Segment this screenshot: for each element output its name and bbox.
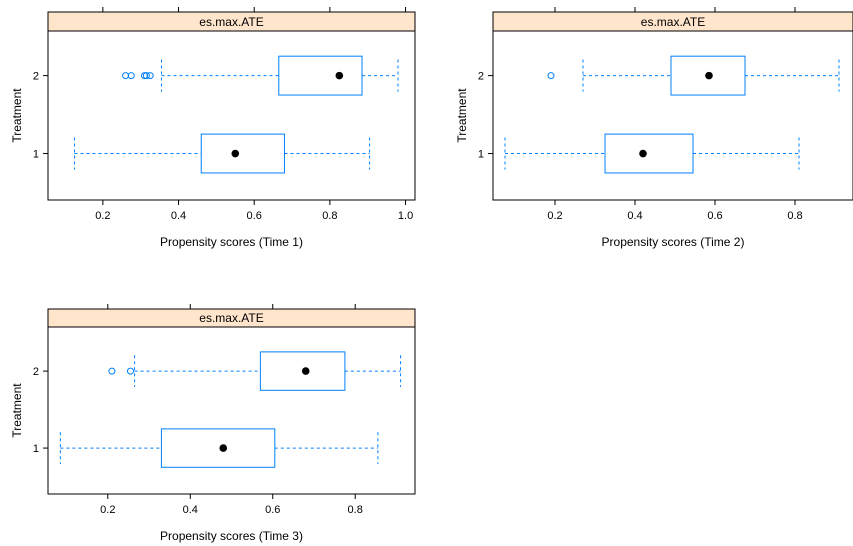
x-axis-title: Propensity scores (Time 1) (160, 235, 303, 249)
median-dot (219, 444, 228, 452)
x-tick-label: 1.0 (398, 210, 413, 222)
outlier-point (126, 367, 134, 375)
x-tick-label: 0.4 (183, 504, 198, 516)
outlier-point (127, 72, 135, 80)
x-tick-label: 0.8 (348, 504, 363, 516)
median-dot (705, 71, 713, 80)
outlier-point (122, 72, 130, 80)
panel-2: es.max.ATE 0.2 0.4 0.6 0.8 1 2 Propensity score… (455, 7, 853, 249)
x-tick-label: 0.4 (627, 210, 642, 222)
y-tick-label: 2 (33, 366, 39, 378)
iqr-box (160, 428, 276, 468)
y-tick-label: 2 (33, 71, 39, 83)
iqr-box (278, 55, 363, 96)
y-axis-title: Treatment (10, 88, 24, 143)
x-axis-title: Propensity scores (Time 3) (160, 529, 303, 543)
x-tick-label: 0.6 (247, 210, 262, 222)
boxplot-group-2 (108, 351, 402, 391)
y-tick-label: 2 (478, 71, 484, 83)
panel-3: es.max.ATE 0.2 0.4 0.6 0.8 1 2 Propensity score… (10, 304, 416, 543)
outlier-point (142, 72, 150, 80)
iqr-box (259, 351, 346, 391)
y-axis-title: Treatment (10, 383, 24, 438)
x-tick-label: 0.6 (707, 210, 722, 222)
boxplot-group-1 (73, 133, 371, 174)
iqr-box (200, 133, 285, 174)
y-tick-label: 1 (33, 443, 39, 455)
plot-frame (47, 30, 416, 201)
median-dot (301, 367, 310, 375)
outlier-point (146, 72, 154, 80)
x-tick-label: 0.2 (100, 504, 115, 516)
x-tick-label: 0.6 (265, 504, 280, 516)
plot-frame (47, 326, 416, 495)
strip-label: es.max.ATE (641, 15, 705, 29)
x-tick-label: 0.2 (547, 210, 562, 222)
x-tick-label: 0.4 (171, 210, 186, 222)
x-axis-title: Propensity scores (Time 2) (602, 235, 745, 249)
boxplot-group-1 (504, 133, 800, 174)
boxplot-group-2 (547, 55, 840, 96)
strip-label: es.max.ATE (199, 15, 263, 29)
boxplot-group-2 (122, 55, 399, 96)
y-tick-label: 1 (478, 149, 484, 161)
outlier-point (108, 367, 116, 375)
iqr-box (670, 55, 746, 96)
median-dot (231, 149, 240, 158)
panel-1: es.max.ATE 0.2 0.4 0.6 0.8 1.0 1 2 Propensity sc… (10, 7, 416, 249)
iqr-box (604, 133, 694, 174)
plot-frame (492, 30, 853, 201)
strip-label: es.max.ATE (199, 311, 263, 325)
x-tick-label: 0.8 (787, 210, 802, 222)
y-axis-title: Treatment (455, 88, 469, 143)
outlier-point (547, 72, 555, 80)
x-tick-label: 0.8 (322, 210, 337, 222)
y-tick-label: 1 (33, 149, 39, 161)
median-dot (335, 71, 344, 80)
median-dot (639, 149, 647, 158)
boxplot-group-1 (59, 428, 379, 468)
x-tick-label: 0.2 (95, 210, 110, 222)
